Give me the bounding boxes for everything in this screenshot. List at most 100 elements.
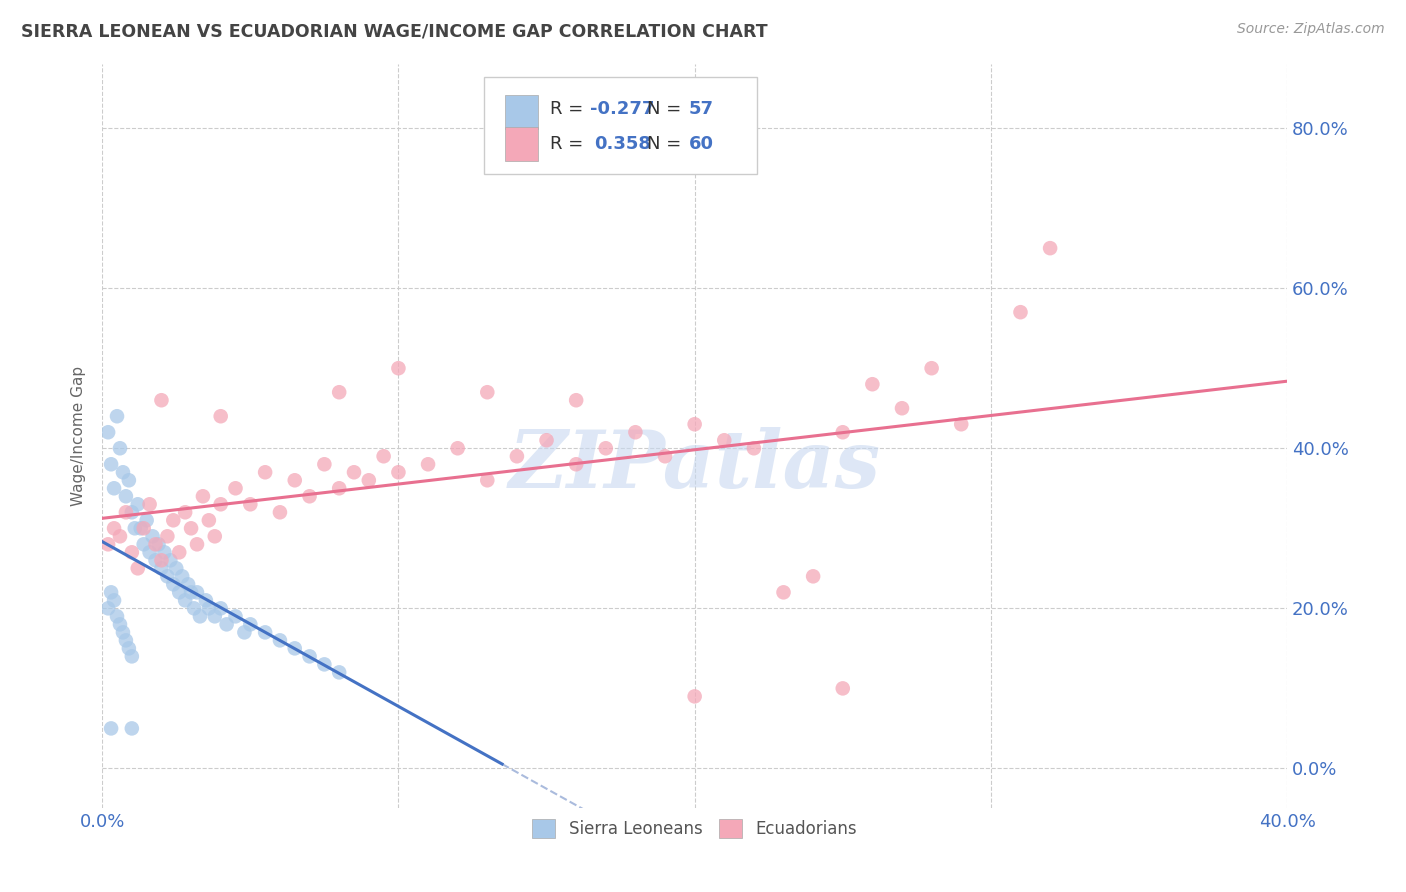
Point (156, 569, 179, 583)
Point (162, 577, 184, 591)
Point (328, 385, 350, 400)
Point (209, 601, 232, 615)
Point (121, 505, 143, 519)
Point (742, 442, 765, 456)
Point (233, 625, 256, 640)
Point (100, 457, 122, 471)
Point (115, 489, 138, 503)
Point (108, 442, 131, 456)
Point (772, 585, 794, 599)
Point (284, 473, 307, 487)
Point (891, 401, 914, 416)
Point (108, 617, 131, 632)
Point (97, 425, 120, 440)
Point (595, 442, 617, 456)
Point (536, 434, 558, 448)
Point (921, 361, 943, 376)
Point (105, 409, 128, 424)
Point (209, 497, 232, 511)
Point (97, 537, 120, 551)
Point (477, 385, 499, 400)
Point (204, 609, 226, 624)
Point (298, 489, 321, 503)
Point (624, 425, 647, 440)
Point (150, 561, 173, 575)
Point (132, 521, 155, 535)
Point (167, 585, 190, 599)
Point (654, 450, 676, 464)
Point (373, 450, 395, 464)
Text: ZIPatlas: ZIPatlas (509, 427, 880, 505)
Point (138, 497, 160, 511)
Point (254, 625, 277, 640)
Point (239, 497, 262, 511)
Point (801, 569, 824, 583)
FancyBboxPatch shape (505, 95, 538, 128)
Point (135, 513, 157, 527)
Point (156, 529, 179, 543)
Point (506, 450, 529, 464)
Point (191, 489, 214, 503)
Point (103, 481, 125, 495)
Point (167, 545, 190, 559)
Point (162, 513, 184, 527)
Point (831, 681, 853, 696)
Point (115, 505, 138, 519)
Point (100, 585, 122, 599)
Point (165, 561, 187, 575)
Point (565, 457, 588, 471)
Point (198, 513, 221, 527)
Point (225, 481, 247, 495)
Point (215, 617, 238, 632)
Text: R =: R = (550, 101, 589, 119)
Point (447, 442, 470, 456)
Text: N =: N = (647, 135, 688, 153)
Text: R =: R = (550, 135, 589, 153)
Point (121, 722, 143, 736)
Text: Source: ZipAtlas.com: Source: ZipAtlas.com (1237, 22, 1385, 37)
Point (225, 609, 247, 624)
Point (357, 473, 380, 487)
Point (194, 593, 217, 607)
Point (713, 434, 735, 448)
Point (188, 609, 211, 624)
Text: -0.277: -0.277 (591, 101, 655, 119)
Point (387, 465, 409, 479)
Point (239, 617, 262, 632)
Point (121, 545, 143, 559)
Point (105, 609, 128, 624)
Text: 57: 57 (689, 101, 714, 119)
Point (127, 497, 149, 511)
Text: 60: 60 (689, 135, 714, 153)
Point (328, 665, 350, 680)
Point (416, 457, 439, 471)
Point (298, 649, 321, 664)
Point (129, 521, 152, 535)
Text: 0.358: 0.358 (593, 135, 651, 153)
Point (314, 657, 336, 672)
Point (174, 593, 197, 607)
Point (328, 481, 350, 495)
Point (387, 361, 409, 376)
Point (180, 585, 202, 599)
Point (127, 561, 149, 575)
FancyBboxPatch shape (484, 77, 758, 174)
Point (145, 537, 167, 551)
Point (683, 690, 706, 704)
Point (186, 585, 208, 599)
Point (950, 417, 973, 432)
Point (100, 722, 122, 736)
Point (132, 537, 155, 551)
Point (118, 473, 141, 487)
Point (1010, 305, 1032, 319)
Point (180, 521, 202, 535)
Point (269, 505, 291, 519)
Legend: Sierra Leoneans, Ecuadorians: Sierra Leoneans, Ecuadorians (526, 813, 865, 845)
Point (148, 537, 170, 551)
Point (284, 641, 307, 656)
Point (269, 633, 291, 648)
Point (186, 537, 208, 551)
Point (118, 641, 141, 656)
FancyBboxPatch shape (505, 128, 538, 161)
Point (177, 577, 200, 591)
